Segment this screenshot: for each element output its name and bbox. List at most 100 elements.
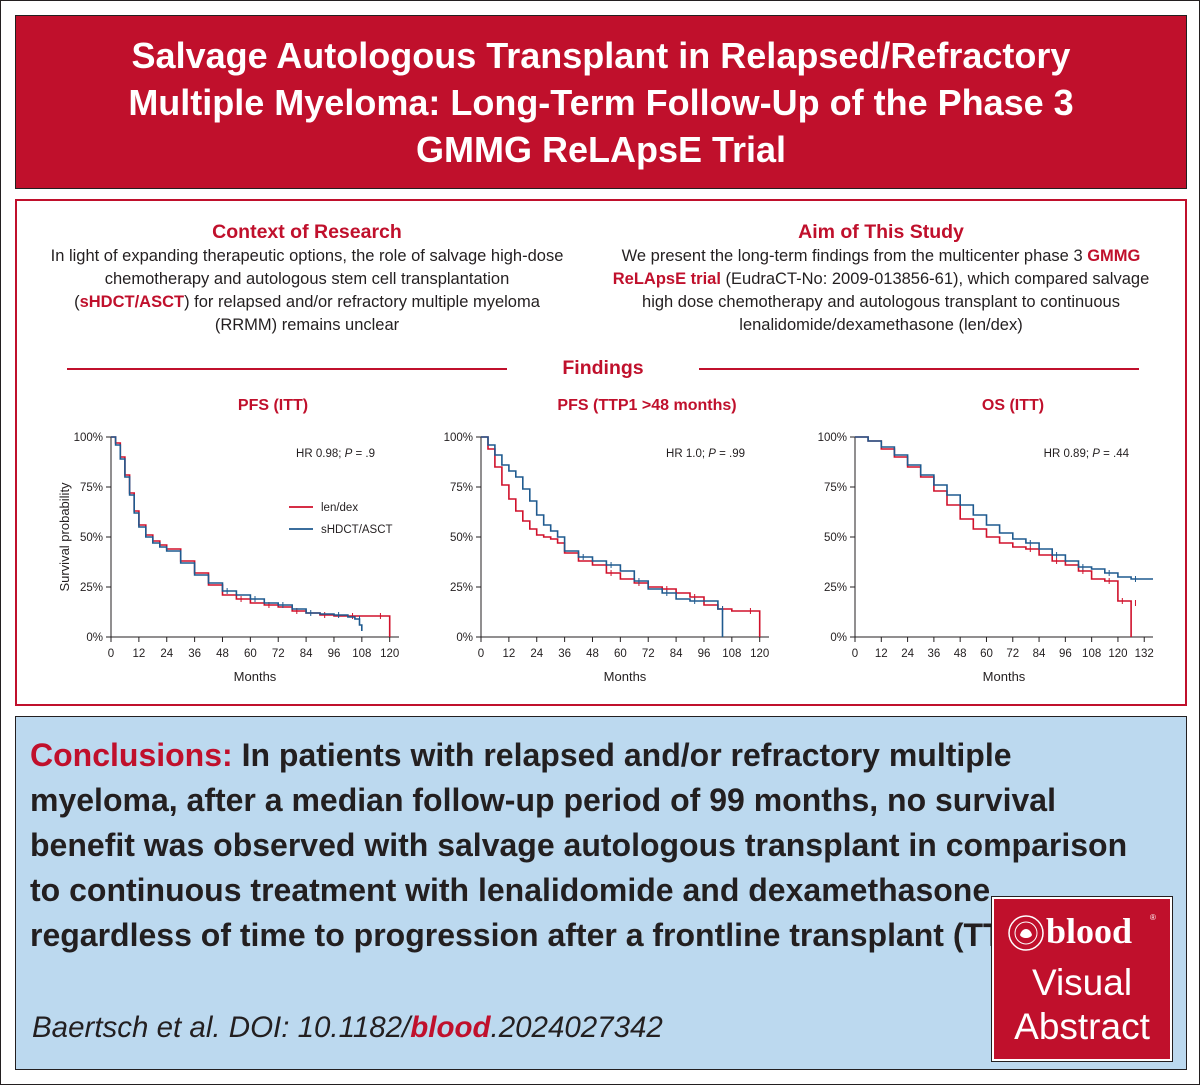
x-tick-label: 48 bbox=[954, 648, 967, 660]
context-heading: Context of Research bbox=[212, 221, 402, 243]
y-tick-label: 25% bbox=[80, 582, 103, 594]
y-tick-label: 75% bbox=[824, 482, 847, 494]
y-tick-label: 50% bbox=[824, 532, 847, 544]
hr-value: HR 1.0; bbox=[666, 448, 708, 460]
x-tick-label: 36 bbox=[927, 648, 940, 660]
y-tick-label: 25% bbox=[450, 582, 473, 594]
y-tick-label: 100% bbox=[444, 432, 473, 444]
x-tick-label: 72 bbox=[272, 648, 285, 660]
aim-section: Aim of This Study We present the long-te… bbox=[607, 219, 1155, 337]
x-tick-label: 12 bbox=[502, 648, 515, 660]
km-chart-pfs-itt: 0% 25% 50% 75% 100% 0 12 24 36 48 60 72 84 96 108 120 Mo… bbox=[57, 432, 399, 684]
x-tick-label: 120 bbox=[1108, 648, 1127, 660]
x-tick-label: 84 bbox=[1033, 648, 1046, 660]
context-text-2: ) for relapsed and/or refractory multipl… bbox=[184, 293, 540, 334]
divider-line-right bbox=[699, 368, 1139, 370]
x-tick-label: 24 bbox=[160, 648, 173, 660]
x-tick-label: 108 bbox=[352, 648, 371, 660]
citation-suffix: .2024027342 bbox=[490, 1011, 663, 1044]
logo-registered-mark: ® bbox=[1150, 913, 1156, 922]
x-tick-label: 96 bbox=[698, 648, 711, 660]
p-label: P bbox=[345, 448, 353, 460]
x-tick-label: 36 bbox=[188, 648, 201, 660]
km-curve-shdct-asct bbox=[855, 436, 1153, 580]
km-curve-shdct-asct bbox=[111, 436, 363, 631]
findings-heading: Findings bbox=[562, 357, 644, 379]
y-tick-label: 25% bbox=[824, 582, 847, 594]
page-title: Salvage Autologous Transplant in Relapse… bbox=[128, 34, 1074, 170]
citation-journal: blood bbox=[410, 1011, 491, 1044]
context-highlight: sHDCT/ASCT bbox=[79, 293, 185, 311]
x-tick-label: 36 bbox=[558, 648, 571, 660]
y-tick-label: 100% bbox=[74, 432, 103, 444]
title-banner: Salvage Autologous Transplant in Relapse… bbox=[15, 15, 1187, 189]
x-tick-label: 0 bbox=[852, 648, 858, 660]
y-tick-label: 100% bbox=[818, 432, 847, 444]
citation-prefix: Baertsch et al. DOI: 10.1182/ bbox=[32, 1011, 411, 1044]
x-tick-label: 12 bbox=[132, 648, 145, 660]
x-tick-label: 60 bbox=[244, 648, 257, 660]
p-label: P bbox=[1092, 448, 1100, 460]
y-axis-label: Survival probability bbox=[57, 482, 72, 592]
logo-visual: Visual bbox=[1031, 962, 1133, 1003]
context-section: Context of Research In light of expandin… bbox=[47, 219, 567, 337]
km-chart-os-itt: 0% 25% 50% 75% 100% 0 12 24 36 48 60 72 84 96 108 120 13… bbox=[818, 432, 1154, 684]
p-value: = .99 bbox=[716, 448, 745, 460]
x-tick-label: 60 bbox=[980, 648, 993, 660]
citation: Baertsch et al. DOI: 10.1182/blood.20240… bbox=[32, 1011, 663, 1045]
y-tick-label: 50% bbox=[450, 532, 473, 544]
y-tick-label: 0% bbox=[456, 632, 473, 644]
x-tick-label: 12 bbox=[875, 648, 888, 660]
x-tick-label: 60 bbox=[614, 648, 627, 660]
km-curve-len-dex bbox=[855, 436, 1132, 637]
x-tick-label: 48 bbox=[216, 648, 229, 660]
x-tick-label: 132 bbox=[1135, 648, 1154, 660]
x-tick-label: 84 bbox=[300, 648, 313, 660]
aim-text: We present the long-term findings from t… bbox=[607, 245, 1155, 337]
x-tick-label: 72 bbox=[642, 648, 655, 660]
aim-heading: Aim of This Study bbox=[798, 221, 964, 243]
x-tick-label: 0 bbox=[478, 648, 484, 660]
y-tick-label: 50% bbox=[80, 532, 103, 544]
chart-title-pfs-itt: PFS (ITT) bbox=[237, 397, 309, 414]
conclusion-text: Conclusions: In patients with relapsed a… bbox=[30, 733, 1160, 958]
y-tick-label: 75% bbox=[450, 482, 473, 494]
x-tick-label: 24 bbox=[530, 648, 543, 660]
p-label: P bbox=[708, 448, 716, 460]
x-axis-label: Months bbox=[234, 669, 277, 684]
society-seal-icon bbox=[1008, 915, 1044, 951]
x-tick-label: 96 bbox=[1059, 648, 1072, 660]
p-value: = .44 bbox=[1100, 448, 1130, 460]
x-tick-label: 108 bbox=[722, 648, 741, 660]
x-tick-label: 96 bbox=[328, 648, 341, 660]
aim-text-1: We present the long-term findings from t… bbox=[621, 247, 1088, 265]
km-chart-pfs-ttp1: 0% 25% 50% 75% 100% 0 12 24 36 48 60 72 84 96 108 120 Mo… bbox=[444, 432, 770, 684]
p-value: = .9 bbox=[352, 448, 375, 460]
legend-label: len/dex bbox=[321, 502, 358, 514]
x-axis-label: Months bbox=[983, 669, 1026, 684]
y-tick-label: 75% bbox=[80, 482, 103, 494]
km-curve-shdct-asct bbox=[481, 436, 724, 637]
hazard-ratio-annotation: HR 1.0; P = .99 bbox=[666, 448, 745, 460]
x-tick-label: 120 bbox=[750, 648, 769, 660]
context-text-1: In light of expanding therapeutic option… bbox=[50, 247, 564, 311]
blood-visual-abstract-logo: blood ® Visual Abstract bbox=[992, 897, 1172, 1061]
context-text: In light of expanding therapeutic option… bbox=[47, 245, 567, 337]
hazard-ratio-annotation: HR 0.98; P = .9 bbox=[296, 448, 375, 460]
conclusion-body: In patients with relapsed and/or refract… bbox=[30, 737, 1128, 953]
hazard-ratio-annotation: HR 0.89; P = .44 bbox=[1044, 448, 1130, 460]
conclusion-label: Conclusions: bbox=[30, 737, 233, 773]
x-tick-label: 48 bbox=[586, 648, 599, 660]
hr-value: HR 0.98; bbox=[296, 448, 345, 460]
y-tick-label: 0% bbox=[86, 632, 103, 644]
aim-text-2: (EudraCT-No: 2009-013856-61), which comp… bbox=[642, 270, 1150, 334]
y-tick-label: 0% bbox=[830, 632, 847, 644]
x-tick-label: 0 bbox=[108, 648, 114, 660]
x-tick-label: 120 bbox=[380, 648, 399, 660]
logo-abstract: Abstract bbox=[1014, 1006, 1150, 1047]
x-tick-label: 84 bbox=[670, 648, 683, 660]
findings-panel: Context of Research In light of expandin… bbox=[15, 199, 1187, 706]
chart-title-pfs-ttp1: PFS (TTP1 >48 months) bbox=[557, 397, 737, 414]
findings-divider: Findings bbox=[67, 355, 1139, 381]
